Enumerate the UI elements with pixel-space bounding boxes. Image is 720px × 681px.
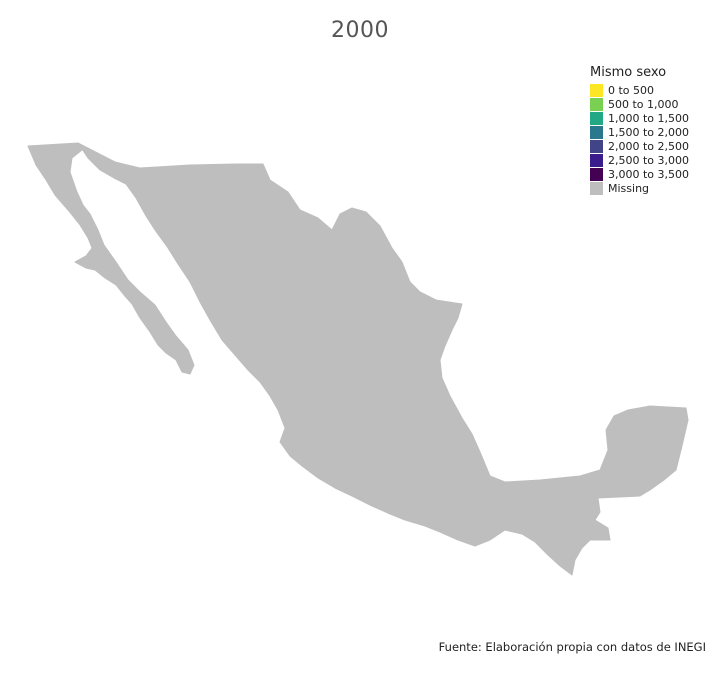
map-title: 2000: [331, 18, 389, 43]
legend-swatch: [590, 125, 603, 139]
legend-item: 1,500 to 2,000: [590, 125, 689, 139]
legend-items: 0 to 500 500 to 1,000 1,000 to 1,500 1,500 …: [590, 83, 689, 195]
legend-label: 2,000 to 2,500: [608, 139, 690, 153]
legend-item: 500 to 1,000: [590, 97, 689, 111]
legend-swatch: [590, 181, 603, 195]
legend-title: Mismo sexo: [590, 65, 667, 80]
baja-california-peninsula: [27, 142, 195, 375]
mainland-mexico: [77, 142, 689, 576]
legend-label: 500 to 1,000: [608, 97, 679, 111]
legend-item: Missing: [590, 181, 689, 195]
legend-label: 1,500 to 2,000: [608, 125, 690, 139]
legend-swatch: [590, 83, 603, 97]
legend-swatch: [590, 97, 603, 111]
legend-label: 2,500 to 3,000: [608, 153, 690, 167]
legend-label: Missing: [608, 181, 650, 195]
legend-label: 0 to 500: [608, 83, 655, 97]
legend-swatch: [590, 139, 603, 153]
legend-swatch: [590, 167, 603, 181]
legend-item: 3,000 to 3,500: [590, 167, 689, 181]
legend-item: 2,000 to 2,500: [590, 139, 689, 153]
legend-label: 1,000 to 1,500: [608, 111, 690, 125]
mexico-shape: [27, 142, 689, 576]
legend-item: 1,000 to 1,500: [590, 111, 689, 125]
legend-item: 2,500 to 3,000: [590, 153, 689, 167]
legend: Mismo sexo 0 to 500 500 to 1,000 1,000 to …: [590, 65, 689, 195]
legend-label: 3,000 to 3,500: [608, 167, 690, 181]
legend-item: 0 to 500: [590, 83, 689, 97]
legend-swatch: [590, 111, 603, 125]
source-caption: Fuente: Elaboración propia con datos de …: [438, 640, 706, 654]
legend-swatch: [590, 153, 603, 167]
